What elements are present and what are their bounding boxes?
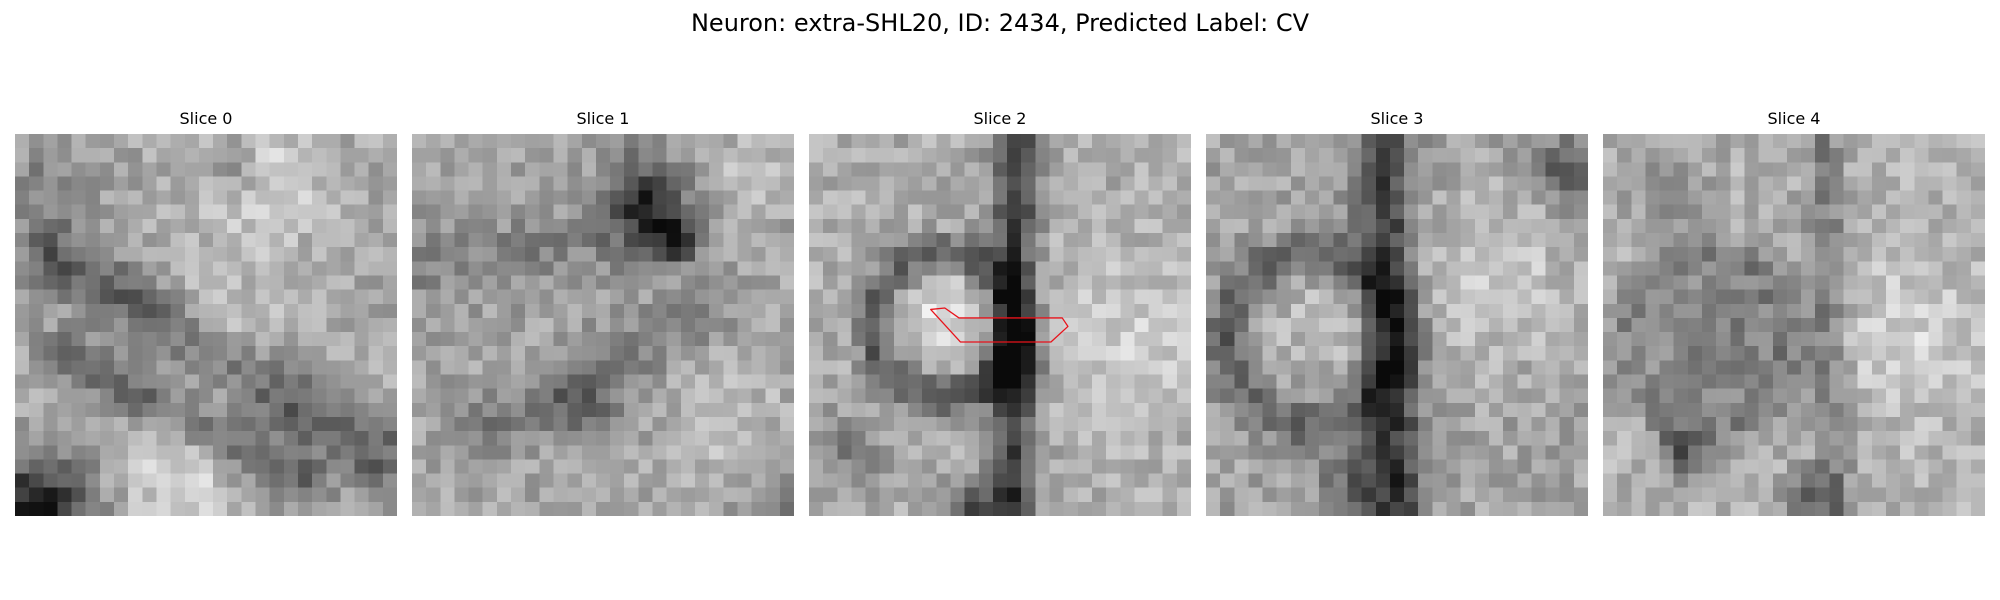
slice-image-0 [15, 134, 397, 516]
slice-image-1 [412, 134, 794, 516]
slice-title: Slice 1 [576, 109, 630, 128]
slice-title: Slice 3 [1370, 109, 1424, 128]
slice-image-3 [1206, 134, 1588, 516]
slice-title: Slice 4 [1767, 109, 1821, 128]
slice-title: Slice 0 [179, 109, 233, 128]
roi-contour [930, 307, 1069, 343]
slice-image-4 [1603, 134, 1985, 516]
slice-title: Slice 2 [973, 109, 1027, 128]
figure-title: Neuron: extra-SHL20, ID: 2434, Predicted… [690, 9, 1310, 37]
slice-image-2 [809, 134, 1191, 516]
